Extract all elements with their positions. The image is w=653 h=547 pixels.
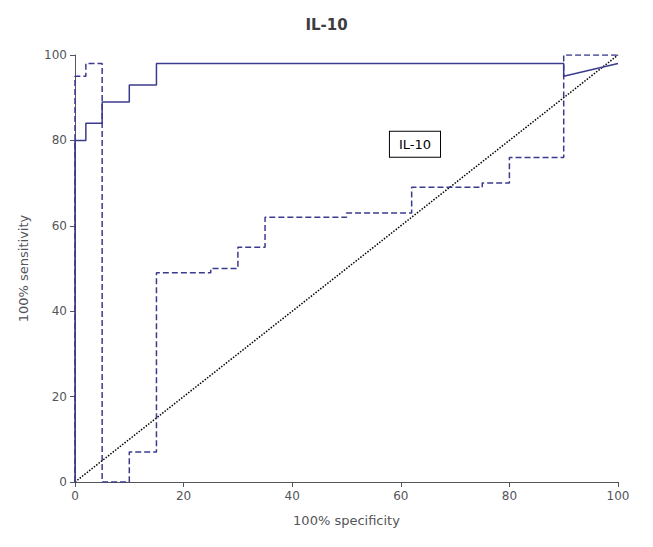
svg-text:IL-10: IL-10	[399, 137, 431, 152]
svg-text:100% specificity: 100% specificity	[293, 513, 400, 528]
svg-text:0: 0	[71, 489, 79, 503]
svg-text:40: 40	[52, 304, 67, 318]
svg-text:80: 80	[502, 489, 517, 503]
svg-text:40: 40	[285, 489, 300, 503]
svg-text:100: 100	[607, 489, 630, 503]
svg-text:100% sensitivity: 100% sensitivity	[16, 214, 31, 322]
svg-text:60: 60	[393, 489, 408, 503]
svg-text:0: 0	[59, 475, 67, 489]
svg-text:80: 80	[52, 133, 67, 147]
svg-text:100: 100	[44, 48, 67, 62]
svg-text:20: 20	[52, 390, 67, 404]
svg-text:60: 60	[52, 219, 67, 233]
svg-text:20: 20	[176, 489, 191, 503]
svg-text:IL-10: IL-10	[305, 16, 347, 34]
